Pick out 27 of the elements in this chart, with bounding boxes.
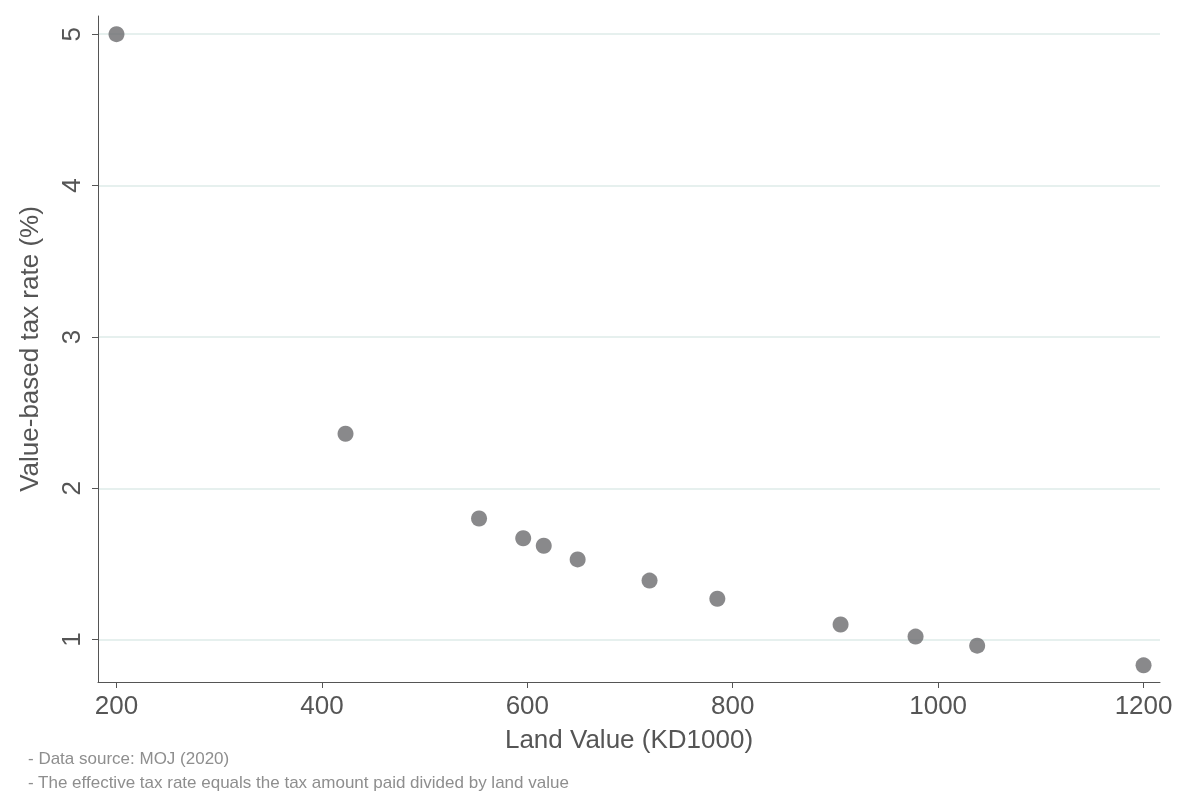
- point: [515, 530, 532, 547]
- point: [535, 537, 552, 554]
- point: [641, 572, 658, 589]
- x-tick-label: 400: [300, 690, 344, 720]
- point: [337, 425, 354, 442]
- y-tick-label: 2: [56, 481, 86, 496]
- x-tick-label: 1200: [1114, 690, 1173, 720]
- y-axis-title: Value-based tax rate (%): [14, 206, 44, 492]
- point: [108, 26, 125, 43]
- text: - Data source: MOJ (2020): [28, 749, 230, 768]
- y-tick-label: 4: [56, 178, 86, 193]
- point: [969, 637, 986, 654]
- point: [709, 590, 726, 607]
- point: [907, 628, 924, 645]
- x-tick-label: 800: [711, 690, 755, 720]
- point: [471, 510, 488, 527]
- x-tick-label: 200: [94, 690, 139, 720]
- text: - The effective tax rate equals the tax amount paid divided by land value: [28, 773, 569, 792]
- x-tick-label: 1000: [909, 690, 968, 720]
- point: [1135, 657, 1152, 674]
- y-tick-label: 3: [56, 329, 86, 345]
- point: [832, 616, 849, 633]
- y-tick-label: 5: [56, 26, 86, 42]
- y-tick-label: 1: [56, 632, 86, 647]
- x-axis-title: Land Value (KD1000): [504, 724, 754, 754]
- x-tick-label: 600: [505, 690, 550, 720]
- point: [569, 551, 586, 568]
